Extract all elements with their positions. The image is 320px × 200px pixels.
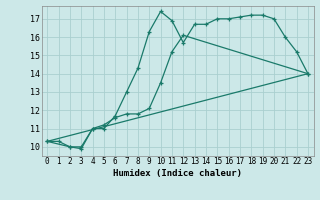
X-axis label: Humidex (Indice chaleur): Humidex (Indice chaleur)	[113, 169, 242, 178]
